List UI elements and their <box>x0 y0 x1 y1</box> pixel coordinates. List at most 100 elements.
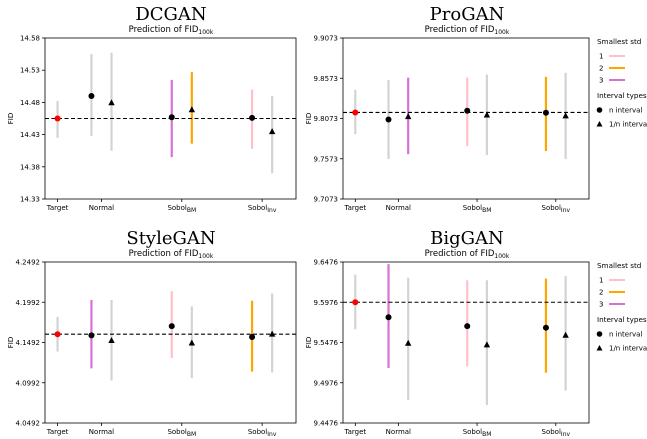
inv-n-interval-point <box>562 112 569 119</box>
x-tick-label: SobolBM <box>463 204 492 214</box>
y-tick-label: 14.38 <box>20 163 40 171</box>
plot-frame <box>342 37 590 200</box>
target-point <box>54 331 61 338</box>
x-tick-label: Target <box>343 428 366 436</box>
n-interval-point <box>168 114 175 121</box>
x-tick-label: SobolInv <box>542 428 571 438</box>
y-tick-label: 9.9073 <box>314 35 339 43</box>
chart-title: StyleGAN <box>126 228 215 249</box>
x-tick-label: SobolInv <box>248 204 277 214</box>
chart-title: DCGAN <box>135 4 206 25</box>
n-interval-point <box>542 324 549 331</box>
legend-std-label: 2 <box>599 65 603 73</box>
x-tick-label: SobolBM <box>463 428 492 438</box>
plot-frame <box>44 261 297 424</box>
legend-std-label: 3 <box>599 301 603 309</box>
x-tick-label: SobolBM <box>167 428 196 438</box>
inv-n-interval-point <box>268 330 276 337</box>
x-tick-label: Normal <box>89 428 114 436</box>
chart-title: ProGAN <box>430 4 505 25</box>
legend: Smallest std 1 2 3 Interval types n interval 1… <box>596 261 647 353</box>
legend-inv-n-interval-label: 1/n interval <box>609 345 647 353</box>
y-tick-label: 14.43 <box>20 131 40 139</box>
x-tick-label: Target <box>343 204 366 212</box>
legend-dot-marker <box>596 107 603 113</box>
y-axis-label: FID <box>305 337 313 348</box>
inv-n-interval-point <box>108 337 115 344</box>
x-tick-label: SobolInv <box>248 428 277 438</box>
legend-n-interval-label: n interval <box>609 107 642 115</box>
y-tick-label: 9.6476 <box>314 259 339 267</box>
legend-inv-n-interval-label: 1/n interval <box>609 121 647 129</box>
y-tick-label: 14.48 <box>20 99 40 107</box>
y-tick-label: 9.8573 <box>314 75 339 83</box>
legend-std-label: 2 <box>599 289 603 297</box>
y-axis-label: FID <box>7 113 15 124</box>
x-tick-label: Normal <box>386 428 411 436</box>
n-interval-point <box>249 334 256 341</box>
chart-title: BigGAN <box>430 228 504 249</box>
legend-n-interval-label: n interval <box>609 331 642 339</box>
inv-n-interval-point <box>483 341 491 348</box>
inv-n-interval-point <box>562 331 569 338</box>
legend-interval-title: Interval types <box>597 315 647 324</box>
inv-n-interval-point <box>404 113 412 120</box>
y-tick-label: 14.33 <box>20 196 40 204</box>
n-interval-point <box>385 314 392 321</box>
y-tick-label: 9.7073 <box>314 196 339 204</box>
n-interval-point <box>542 109 549 116</box>
y-tick-label: 9.5476 <box>314 339 339 347</box>
y-tick-label: 4.0492 <box>16 420 41 428</box>
y-tick-label: 14.58 <box>20 35 40 43</box>
target-point <box>352 299 359 306</box>
legend-std-label: 1 <box>599 53 603 61</box>
y-tick-label: 9.4476 <box>314 420 339 428</box>
legend-dot-marker <box>596 331 603 337</box>
y-tick-label: 4.1992 <box>16 299 41 307</box>
chart-subtitle: Prediction of FID100k <box>425 249 510 260</box>
legend: Smallest std 1 2 3 Interval types n interval 1… <box>596 37 647 129</box>
inv-n-interval-point <box>188 339 196 346</box>
legend-std-label: 1 <box>599 277 603 285</box>
legend-triangle-marker <box>596 121 603 127</box>
x-tick-label: Normal <box>89 204 114 212</box>
x-tick-label: Normal <box>386 204 411 212</box>
target-point <box>352 109 359 116</box>
y-tick-label: 9.8073 <box>314 115 339 123</box>
legend-triangle-marker <box>596 345 603 351</box>
inv-n-interval-point <box>108 99 115 106</box>
n-interval-point <box>168 323 175 330</box>
n-interval-point <box>464 107 471 114</box>
chart-subtitle: Prediction of FID100k <box>129 25 214 36</box>
inv-n-interval-point <box>188 106 196 113</box>
y-axis-label: FID <box>7 337 15 348</box>
legend-interval-title: Interval types <box>597 91 647 100</box>
y-tick-label: 9.7573 <box>314 155 339 163</box>
n-interval-point <box>88 92 95 99</box>
n-interval-point <box>88 332 95 339</box>
x-tick-label: Target <box>46 204 69 212</box>
legend-std-title: Smallest std <box>597 37 641 46</box>
chart-subtitle: Prediction of FID100k <box>129 249 214 260</box>
y-tick-label: 4.1492 <box>16 339 41 347</box>
legend-std-title: Smallest std <box>597 261 641 270</box>
inv-n-interval-point <box>483 111 491 118</box>
inv-n-interval-point <box>404 339 412 346</box>
y-tick-label: 4.2492 <box>16 259 41 267</box>
y-tick-label: 4.0992 <box>16 379 41 387</box>
y-tick-label: 9.4976 <box>314 379 339 387</box>
n-interval-point <box>464 323 471 330</box>
x-tick-label: Target <box>46 428 69 436</box>
y-tick-label: 14.53 <box>20 67 40 75</box>
y-tick-label: 9.5976 <box>314 299 339 307</box>
y-axis-label: FID <box>305 113 313 124</box>
n-interval-point <box>249 114 256 121</box>
chart-subtitle: Prediction of FID100k <box>425 25 510 36</box>
legend-std-label: 3 <box>599 77 603 85</box>
plot-frame <box>342 261 590 424</box>
